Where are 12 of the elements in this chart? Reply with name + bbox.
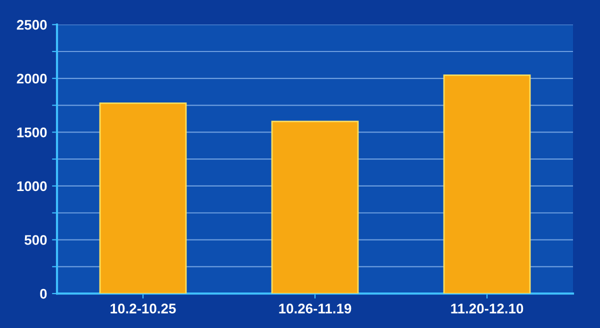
y-tick-label: 500 xyxy=(24,235,47,245)
x-tick-label: 10.2-10.25 xyxy=(110,304,176,314)
bar xyxy=(99,102,187,294)
y-tick-label: 1000 xyxy=(17,181,47,192)
y-tick-label: 2000 xyxy=(16,74,47,84)
y-tick-label: 0 xyxy=(40,288,47,299)
x-tick-label: 10.26-11.19 xyxy=(279,304,352,314)
bar xyxy=(443,74,531,294)
bar xyxy=(271,120,359,294)
y-tick-label: 2500 xyxy=(16,20,47,30)
x-tick-label: 11.20-12.10 xyxy=(451,304,524,314)
y-tick-label: 1500 xyxy=(17,128,47,138)
